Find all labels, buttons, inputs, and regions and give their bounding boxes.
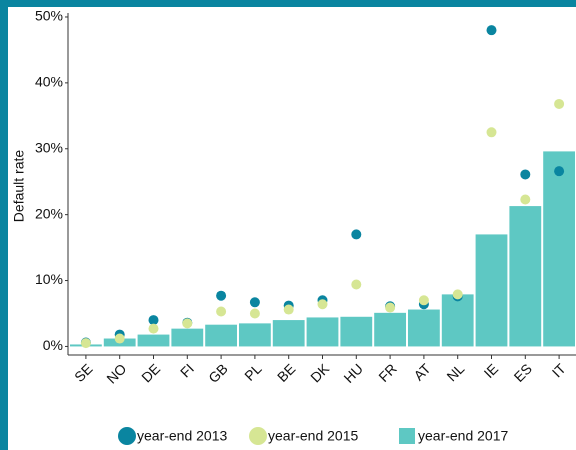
bar xyxy=(239,323,271,347)
dot xyxy=(418,295,429,306)
bar xyxy=(306,317,339,347)
dot xyxy=(216,306,227,317)
frame-top xyxy=(0,0,576,7)
dot xyxy=(249,308,260,319)
legend-swatch xyxy=(249,427,267,445)
legend-swatch xyxy=(399,428,415,444)
legend-swatch xyxy=(118,427,136,445)
y-tick-label: 40% xyxy=(35,74,63,90)
y-tick-label: 30% xyxy=(35,139,63,155)
bar xyxy=(171,328,204,347)
bar xyxy=(475,234,508,347)
y-axis-label: Default rate xyxy=(11,150,27,223)
dot xyxy=(283,304,294,315)
bar xyxy=(340,316,373,347)
dot xyxy=(486,127,497,138)
dot xyxy=(486,25,497,36)
dot xyxy=(148,323,159,334)
dot xyxy=(114,333,125,344)
bar xyxy=(137,334,170,347)
bar xyxy=(543,151,575,347)
dot xyxy=(520,194,531,205)
y-tick-label: 50% xyxy=(35,8,63,24)
dot xyxy=(452,289,463,300)
dot xyxy=(554,166,565,177)
bar xyxy=(441,294,474,347)
dot xyxy=(385,302,396,313)
bar xyxy=(272,320,305,347)
bar xyxy=(374,312,406,347)
dot xyxy=(249,297,260,308)
bar xyxy=(205,324,237,347)
y-tick-label: 0% xyxy=(43,337,63,353)
frame-left xyxy=(0,0,8,450)
bar xyxy=(509,206,542,347)
dot xyxy=(216,290,227,301)
legend-label: year-end 2013 xyxy=(137,428,228,444)
bar xyxy=(408,309,440,347)
y-tick-label: 20% xyxy=(35,205,63,221)
dot xyxy=(148,315,159,326)
dot xyxy=(554,98,565,109)
legend-label: year-end 2015 xyxy=(268,428,359,444)
dot xyxy=(351,279,362,290)
dot xyxy=(351,229,362,240)
dot xyxy=(520,169,531,180)
dot xyxy=(182,318,193,329)
legend-label: year-end 2017 xyxy=(418,428,509,444)
dot xyxy=(317,299,328,310)
dot xyxy=(80,338,91,349)
y-tick-label: 10% xyxy=(35,271,63,287)
